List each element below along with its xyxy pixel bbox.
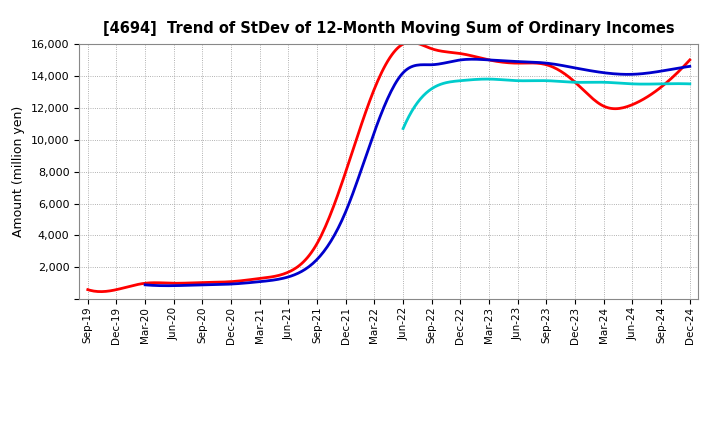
7 Years [685, 81, 694, 87]
5 Years [603, 70, 612, 76]
3 Years [84, 287, 92, 292]
5 Years [638, 71, 647, 76]
7 Years [660, 81, 668, 86]
7 Years [570, 80, 578, 85]
7 Years [400, 124, 408, 129]
Line: 3 Years: 3 Years [88, 42, 690, 292]
7 Years [575, 80, 584, 85]
3 Years [96, 289, 104, 294]
3 Years [86, 288, 94, 293]
Legend: 3 Years, 5 Years, 7 Years, 10 Years: 3 Years, 5 Years, 7 Years, 10 Years [199, 438, 578, 440]
3 Years [405, 40, 414, 45]
5 Years [163, 283, 171, 288]
Line: 5 Years: 5 Years [145, 59, 690, 286]
7 Years [399, 126, 408, 131]
3 Years [446, 50, 454, 55]
5 Years [141, 282, 150, 287]
3 Years [685, 57, 694, 62]
Line: 7 Years: 7 Years [403, 79, 690, 128]
5 Years [685, 64, 694, 69]
Y-axis label: Amount (million yen): Amount (million yen) [12, 106, 25, 237]
7 Years [570, 80, 579, 85]
5 Years [465, 57, 474, 62]
3 Years [595, 101, 603, 106]
5 Years [469, 57, 477, 62]
7 Years [482, 77, 491, 82]
3 Years [633, 100, 642, 105]
5 Years [143, 282, 151, 288]
7 Years [642, 81, 650, 87]
3 Years [456, 51, 464, 56]
Title: [4694]  Trend of StDev of 12-Month Moving Sum of Ordinary Incomes: [4694] Trend of StDev of 12-Month Moving… [103, 21, 675, 36]
5 Years [467, 57, 475, 62]
5 Years [478, 57, 487, 62]
3 Years [444, 49, 452, 55]
